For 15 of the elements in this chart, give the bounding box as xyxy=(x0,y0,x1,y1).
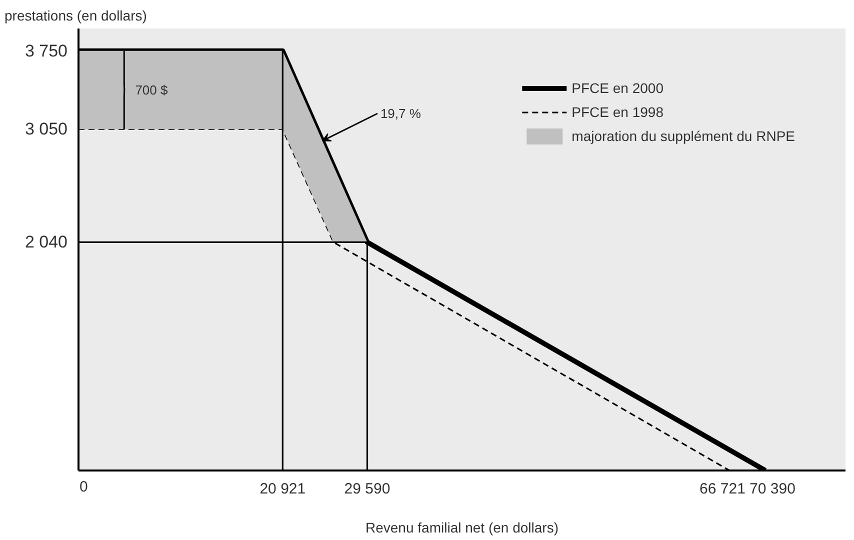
x-tick-label: 66 721 xyxy=(700,480,746,498)
x-tick-label: 0 xyxy=(80,478,88,496)
y-tick-label: 2 040 xyxy=(24,232,68,252)
x-tick-label: 70 390 xyxy=(750,480,796,498)
y-tick-label: 3 050 xyxy=(24,120,68,139)
annotation: 700 $ xyxy=(135,82,168,98)
y-tick-label: 3 750 xyxy=(24,41,68,60)
annotation: 19,7 % xyxy=(380,106,422,121)
legend-label: majoration du supplément du RNPE xyxy=(572,128,795,144)
legend-label: PFCE en 1998 xyxy=(572,104,664,120)
x-tick-label: 20 921 xyxy=(260,480,306,498)
legend-label: PFCE en 2000 xyxy=(572,80,664,96)
x-tick-label: 29 590 xyxy=(344,480,390,498)
y-axis-title: prestations (en dollars) xyxy=(4,8,147,24)
x-axis-title: Revenu familial net (en dollars) xyxy=(366,520,558,536)
